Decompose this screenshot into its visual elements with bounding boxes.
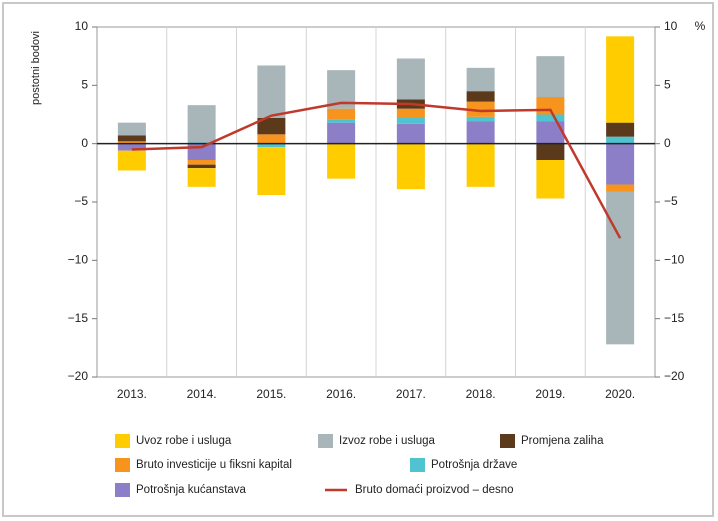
bar-segment [327, 108, 356, 120]
bar-segment [396, 118, 425, 124]
x-tick-label: 2013. [117, 387, 147, 401]
bar-segment [536, 160, 565, 199]
bar-segment [536, 121, 565, 144]
y2-tick-label: −20 [664, 369, 685, 383]
bar-segment [187, 164, 216, 169]
y-tick-label: 0 [81, 136, 88, 150]
bar-segment [396, 58, 425, 100]
legend-label: Bruto investicije u fiksni kapital [136, 459, 292, 471]
y2-axis-label: % [695, 19, 706, 33]
legend-label: Uvoz robe i usluga [136, 435, 232, 447]
line-series [131, 101, 622, 239]
legend-label: Izvoz robe i usluga [339, 435, 435, 447]
legend-swatch [115, 434, 130, 448]
legend-swatch [318, 434, 333, 448]
x-tick-label: 2016. [326, 387, 356, 401]
bar-segment [606, 184, 635, 192]
bar-segment [187, 105, 216, 143]
y-tick-label: −10 [68, 253, 89, 267]
bar-segment [606, 36, 635, 123]
y-tick-label: 5 [81, 78, 88, 92]
bar-segment [466, 121, 495, 144]
bar-segment [396, 123, 425, 144]
bar-segment [606, 191, 635, 345]
bar-segment [257, 147, 286, 195]
y2-tick-label: 10 [664, 19, 678, 33]
bar-segment [396, 108, 425, 118]
bar-segment [536, 56, 565, 97]
legend-label: Bruto domaći proizvod – desno [355, 484, 514, 496]
bar-segment [466, 116, 495, 122]
bar-segment [117, 135, 146, 142]
legend-swatch [115, 458, 130, 472]
y-axis-label: postotni bodovi [30, 31, 42, 105]
bar-segment [327, 122, 356, 144]
bar-segment [327, 119, 356, 123]
y-tick-label: −15 [68, 311, 89, 325]
legend-label: Potrošnja države [431, 459, 517, 471]
x-tick-label: 2020. [605, 387, 635, 401]
x-tick-label: 2015. [256, 387, 286, 401]
legend-swatch [500, 434, 515, 448]
y2-tick-label: −5 [664, 194, 678, 208]
bar-segment [257, 134, 286, 144]
bar-segment [396, 143, 425, 190]
x-tick-label: 2019. [535, 387, 565, 401]
bar-segment [536, 143, 565, 160]
bar-segment [536, 114, 565, 122]
bar-segment [466, 91, 495, 102]
bar-segment [257, 65, 286, 118]
legend-label: Promjena zaliha [521, 435, 604, 447]
bar-segment [606, 136, 635, 144]
x-tick-label: 2017. [396, 387, 426, 401]
y-tick-label: −5 [74, 194, 88, 208]
bar-segment [466, 101, 495, 117]
bar-segment [257, 118, 286, 135]
bar-segment [466, 143, 495, 187]
legend-label: Potrošnja kućanstava [136, 484, 247, 496]
y2-tick-label: 0 [664, 136, 671, 150]
x-tick-label: 2014. [187, 387, 217, 401]
bar-segment [187, 160, 216, 165]
y-tick-label: 10 [75, 19, 89, 33]
bar-segment [257, 143, 286, 148]
bar-segment [327, 143, 356, 179]
bar-segment [606, 143, 635, 185]
legend-swatch [115, 483, 130, 497]
x-tick-label: 2018. [466, 387, 496, 401]
bar-segment [117, 143, 146, 151]
legend-swatch [410, 458, 425, 472]
y2-tick-label: −15 [664, 311, 685, 325]
bar-segment [117, 122, 146, 136]
y-tick-label: −20 [68, 369, 89, 383]
y2-tick-label: −10 [664, 253, 685, 267]
bar-segment [187, 168, 216, 187]
bar-segment [117, 150, 146, 171]
y2-tick-label: 5 [664, 78, 671, 92]
bar-segment [117, 141, 146, 144]
bar-segment [606, 122, 635, 137]
bar-segment [466, 67, 495, 92]
